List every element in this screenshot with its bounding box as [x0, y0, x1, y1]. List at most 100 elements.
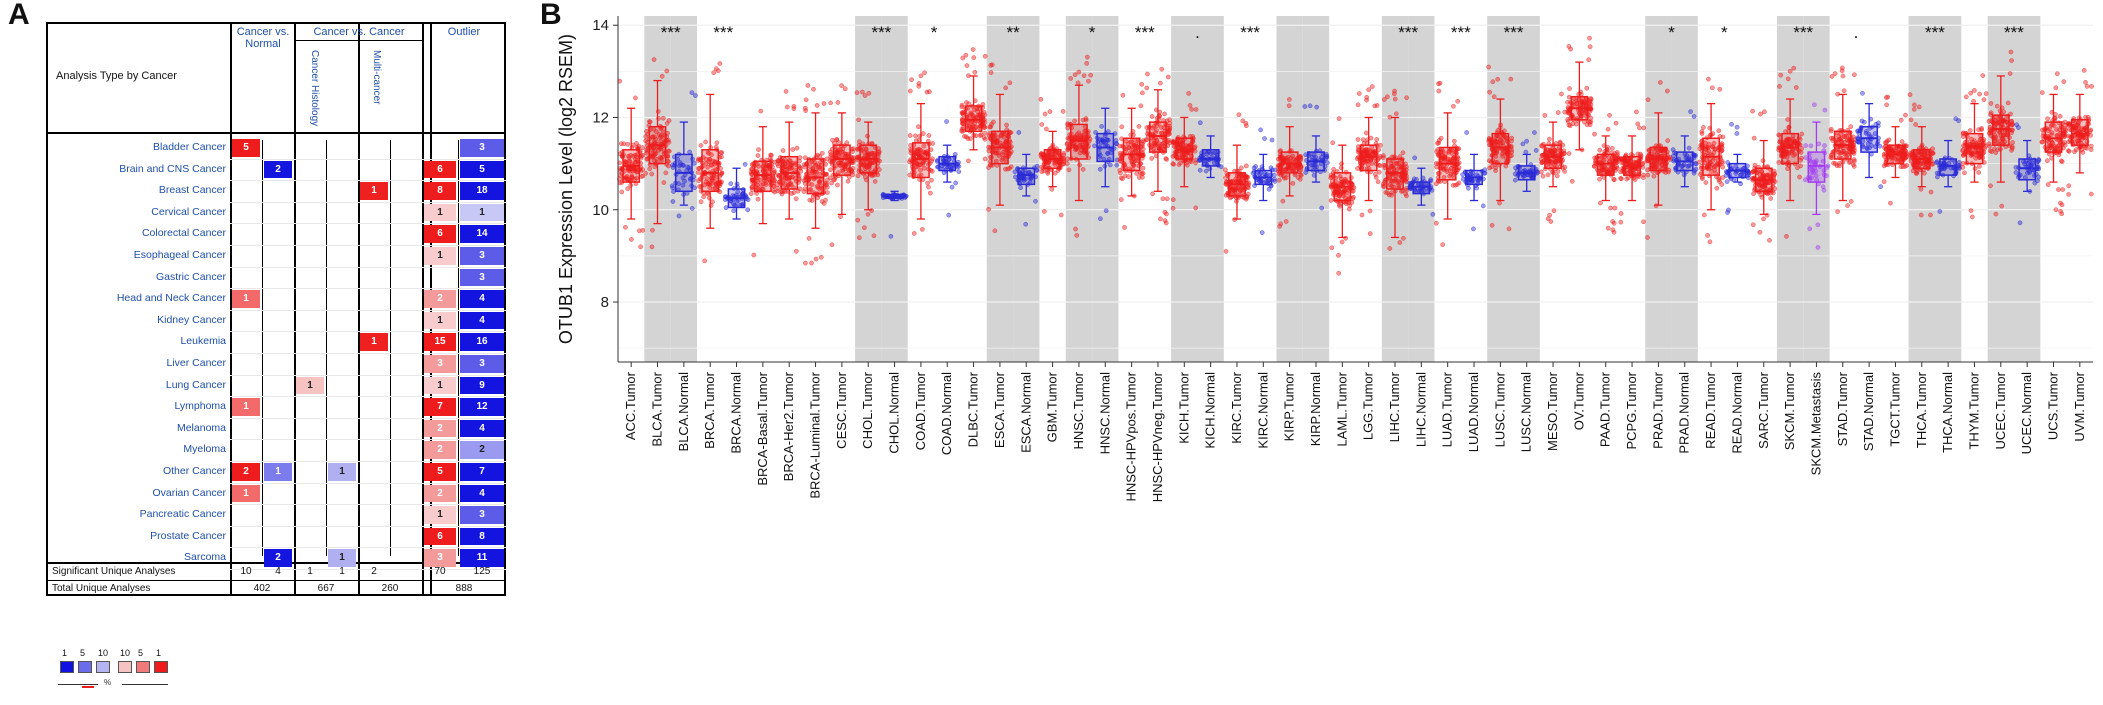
data-point [1158, 216, 1163, 222]
data-point [780, 148, 786, 153]
cancer-type-label[interactable]: Myeloma [183, 443, 226, 456]
data-point [1495, 76, 1501, 82]
data-point [803, 260, 808, 266]
data-point [742, 162, 748, 167]
data-point [1565, 99, 1570, 105]
box [1596, 153, 1615, 176]
data-point [1018, 185, 1023, 191]
data-point [1084, 60, 1090, 66]
significant-count: 70 [434, 566, 446, 577]
cancer-type-label[interactable]: Gastric Cancer [155, 270, 226, 283]
outlier-up-cell: 1 [424, 311, 456, 330]
data-point [1751, 135, 1757, 141]
data-point [706, 180, 712, 186]
x-tick-label: OV.Tumor [1571, 371, 1586, 430]
data-point [1364, 97, 1369, 103]
data-point [1404, 95, 1409, 101]
data-point [1381, 153, 1386, 158]
data-point [1268, 165, 1274, 171]
cancer-type-label[interactable]: Melanoma [176, 421, 226, 434]
data-point [1641, 219, 1646, 225]
data-point [1587, 119, 1593, 125]
cancer-type-label[interactable]: Leukemia [180, 335, 226, 348]
data-point [1258, 127, 1263, 133]
data-point [1829, 135, 1834, 141]
cancer-type-label[interactable]: Colorectal Cancer [141, 227, 226, 240]
data-point [1039, 169, 1045, 174]
cancer-type-label[interactable]: Head and Neck Cancer [116, 292, 226, 305]
data-point [1532, 130, 1537, 135]
x-tick-label: KIRC.Tumor [1229, 371, 1244, 443]
cancer-type-label[interactable]: Pancreatic Cancer [139, 508, 226, 521]
data-point [869, 208, 874, 213]
legend-swatch [96, 661, 110, 673]
data-point [813, 163, 818, 168]
cancer-vs-normal-down-cell: 1 [264, 463, 292, 481]
data-point [888, 234, 894, 239]
outlier-down-cell: 3 [460, 506, 504, 524]
data-point [1641, 125, 1647, 131]
cancer-type-label[interactable]: Breast Cancer [158, 184, 226, 197]
data-point [1851, 162, 1856, 167]
x-tick-label: LIHC.Tumor [1387, 371, 1402, 442]
cancer-type-label[interactable]: Prostate Cancer [150, 529, 226, 542]
data-point [1584, 85, 1590, 91]
x-tick-label: GBM.Tumor [1045, 371, 1060, 442]
data-point [1634, 109, 1639, 115]
data-point [964, 63, 970, 68]
data-point [1401, 235, 1406, 241]
data-point [1670, 147, 1676, 152]
data-point [1259, 230, 1265, 235]
outlier-down-cell: 16 [460, 333, 504, 351]
cancer-type-label[interactable]: Liver Cancer [166, 357, 226, 369]
cancer-type-label[interactable]: Cervical Cancer [151, 205, 226, 218]
cancer-type-label[interactable]: Lung Cancer [165, 378, 226, 391]
x-tick-label: ESCA.Tumor [992, 371, 1007, 448]
significance-mark: . [1195, 23, 1200, 42]
cancer-type-label[interactable]: Kidney Cancer [157, 313, 226, 326]
data-point [1509, 138, 1514, 144]
data-point [693, 93, 698, 98]
row-divider [230, 482, 506, 484]
data-point [803, 108, 809, 113]
cancer-type-label[interactable]: Other Cancer [162, 465, 226, 477]
data-point [1540, 173, 1546, 179]
data-point [1159, 66, 1165, 72]
cancer-type-label[interactable]: Ovarian Cancer [152, 486, 226, 499]
data-point [783, 89, 789, 94]
data-point [1734, 124, 1740, 130]
x-tick-label: STAD.Tumor [1835, 371, 1850, 446]
data-point [1912, 102, 1917, 108]
significant-count: 2 [371, 566, 377, 577]
legend-red-mark [82, 686, 94, 688]
data-point [956, 159, 961, 165]
outlier-down-cell: 4 [460, 419, 504, 438]
cancer-type-label[interactable]: Lymphoma [174, 400, 226, 413]
cancer-type-label[interactable]: Esophageal Cancer [133, 249, 226, 261]
x-tick-label: BRCA-Basal.Tumor [755, 371, 770, 485]
data-point [988, 70, 994, 75]
data-point [1192, 144, 1198, 150]
data-point [1586, 57, 1592, 63]
data-point [828, 100, 833, 106]
cancer-type-label[interactable]: Brain and CNS Cancer [119, 162, 226, 175]
data-point [797, 155, 803, 160]
x-tick-label: PCPG.Tumor [1624, 371, 1639, 449]
legend-tick-label: 1 [62, 648, 68, 658]
data-point [703, 139, 708, 145]
data-point [1758, 111, 1763, 117]
data-point [1197, 120, 1203, 126]
data-point [855, 217, 861, 223]
cancer-type-label[interactable]: Bladder Cancer [153, 141, 226, 153]
data-point [1882, 145, 1887, 150]
x-tick-label: SKCM.Tumor [1782, 371, 1797, 450]
data-point [802, 155, 808, 161]
data-point [1336, 116, 1342, 121]
data-point [1039, 122, 1045, 127]
row-divider [230, 266, 506, 268]
cancer-type-label[interactable]: Sarcoma [183, 551, 226, 564]
outlier-down-cell: 3 [460, 139, 504, 157]
data-point [811, 86, 816, 92]
data-point [1828, 126, 1834, 132]
data-point [1539, 160, 1545, 165]
